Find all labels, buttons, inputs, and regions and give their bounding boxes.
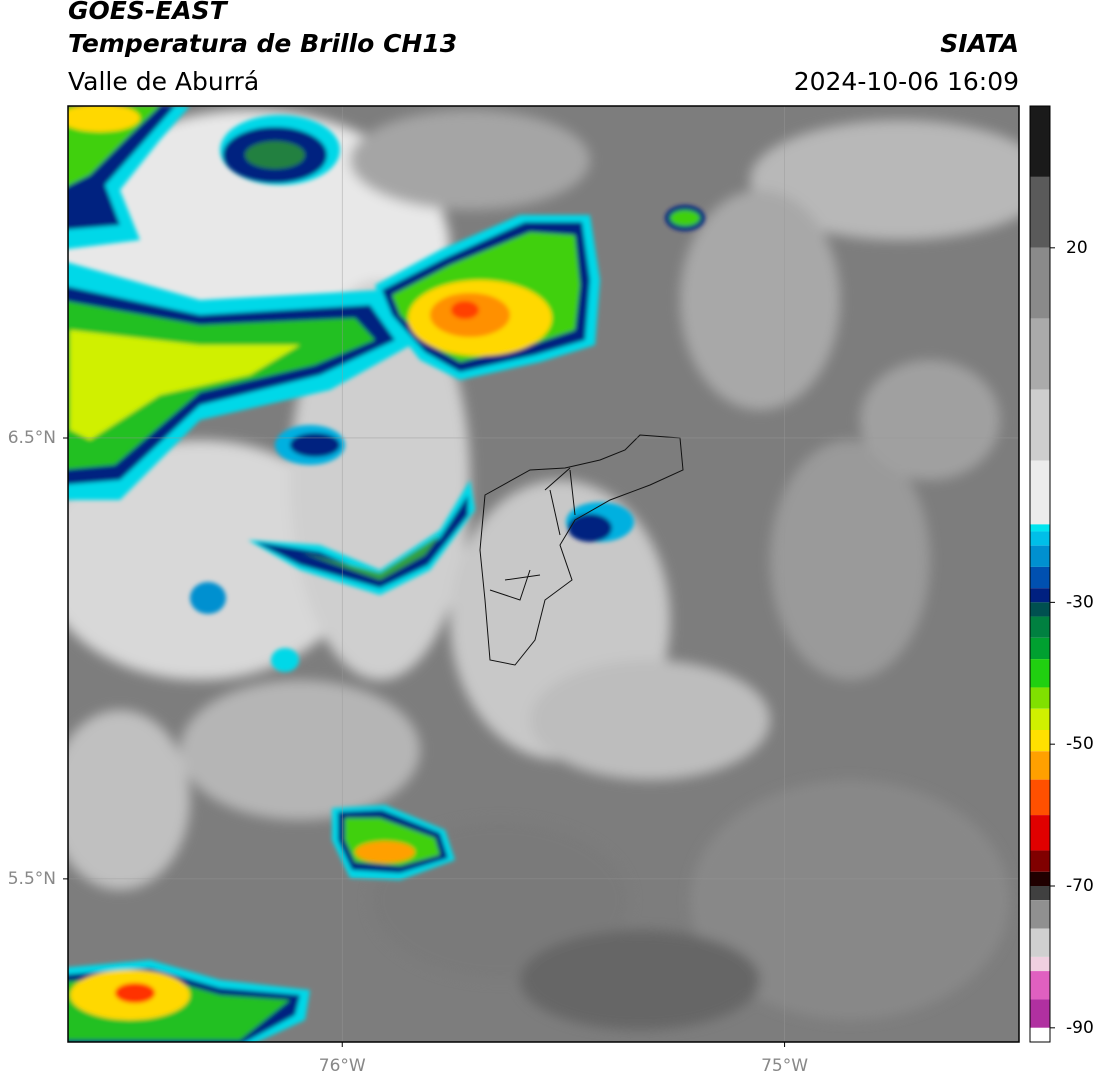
colorbar-segment [1030,971,1050,1000]
colorbar-tick-label: 20 [1066,238,1088,258]
colorbar-segment [1030,1027,1050,1042]
subtitle: Temperatura de Brillo CH13 [68,29,457,58]
colorbar-segment [1030,730,1050,752]
colorbar-segment [1030,871,1050,886]
colorbar-segment [1030,708,1050,730]
colorbar-segment [1030,602,1050,617]
colorbar-segment [1030,524,1050,532]
title: GOES-EAST [68,0,229,25]
colorbar-segment [1030,318,1050,390]
colorbar-segment [1030,687,1050,709]
map-frame [67,105,1020,1043]
colorbar-segment [1030,616,1050,638]
municipal-boundaries [479,434,684,666]
colorbar-segment [1030,956,1050,972]
colorbar-segment [1030,637,1050,660]
y-tick-label: 5.5°N [8,869,56,889]
x-tick-label: 75°W [761,1056,808,1076]
colorbar-segment [1030,106,1050,177]
colorbar: 20 -30 -50 -70 -90 [1029,105,1094,1043]
colorbar-segment [1030,751,1050,780]
colorbar-segment [1030,588,1050,603]
colorbar-segment [1030,460,1050,525]
colorbar-segment [1030,928,1050,957]
colorbar-segment [1030,531,1050,546]
x-tick-label: 76°W [319,1056,366,1076]
colorbar-segment [1030,886,1050,901]
colorbar-segment [1030,779,1050,816]
colorbar-segment [1030,815,1050,851]
colorbar-segment [1030,659,1050,688]
satellite-image [68,106,1019,1042]
map-grid [63,106,1019,1047]
colorbar-tick-label: -90 [1066,1018,1094,1038]
source: SIATA [940,29,1019,58]
colorbar-frame [1029,105,1051,1043]
colorbar-segment [1030,389,1050,461]
region: Valle de Aburrá [68,67,259,96]
colorbar-segment [1030,999,1050,1028]
colorbar-segment [1030,850,1050,872]
datetime: 2024-10-06 16:09 [794,67,1019,96]
colorbar-segment [1030,247,1050,319]
colorbar-segment [1030,545,1050,567]
y-tick-label: 6.5°N [8,428,56,448]
colorbar-tick-label: -30 [1066,592,1094,612]
colorbar-segment [1030,566,1050,589]
colorbar-segment [1030,176,1050,248]
colorbar-tick-label: -70 [1066,876,1094,896]
colorbar-tick-label: -50 [1066,734,1094,754]
colorbar-segment [1030,900,1050,929]
